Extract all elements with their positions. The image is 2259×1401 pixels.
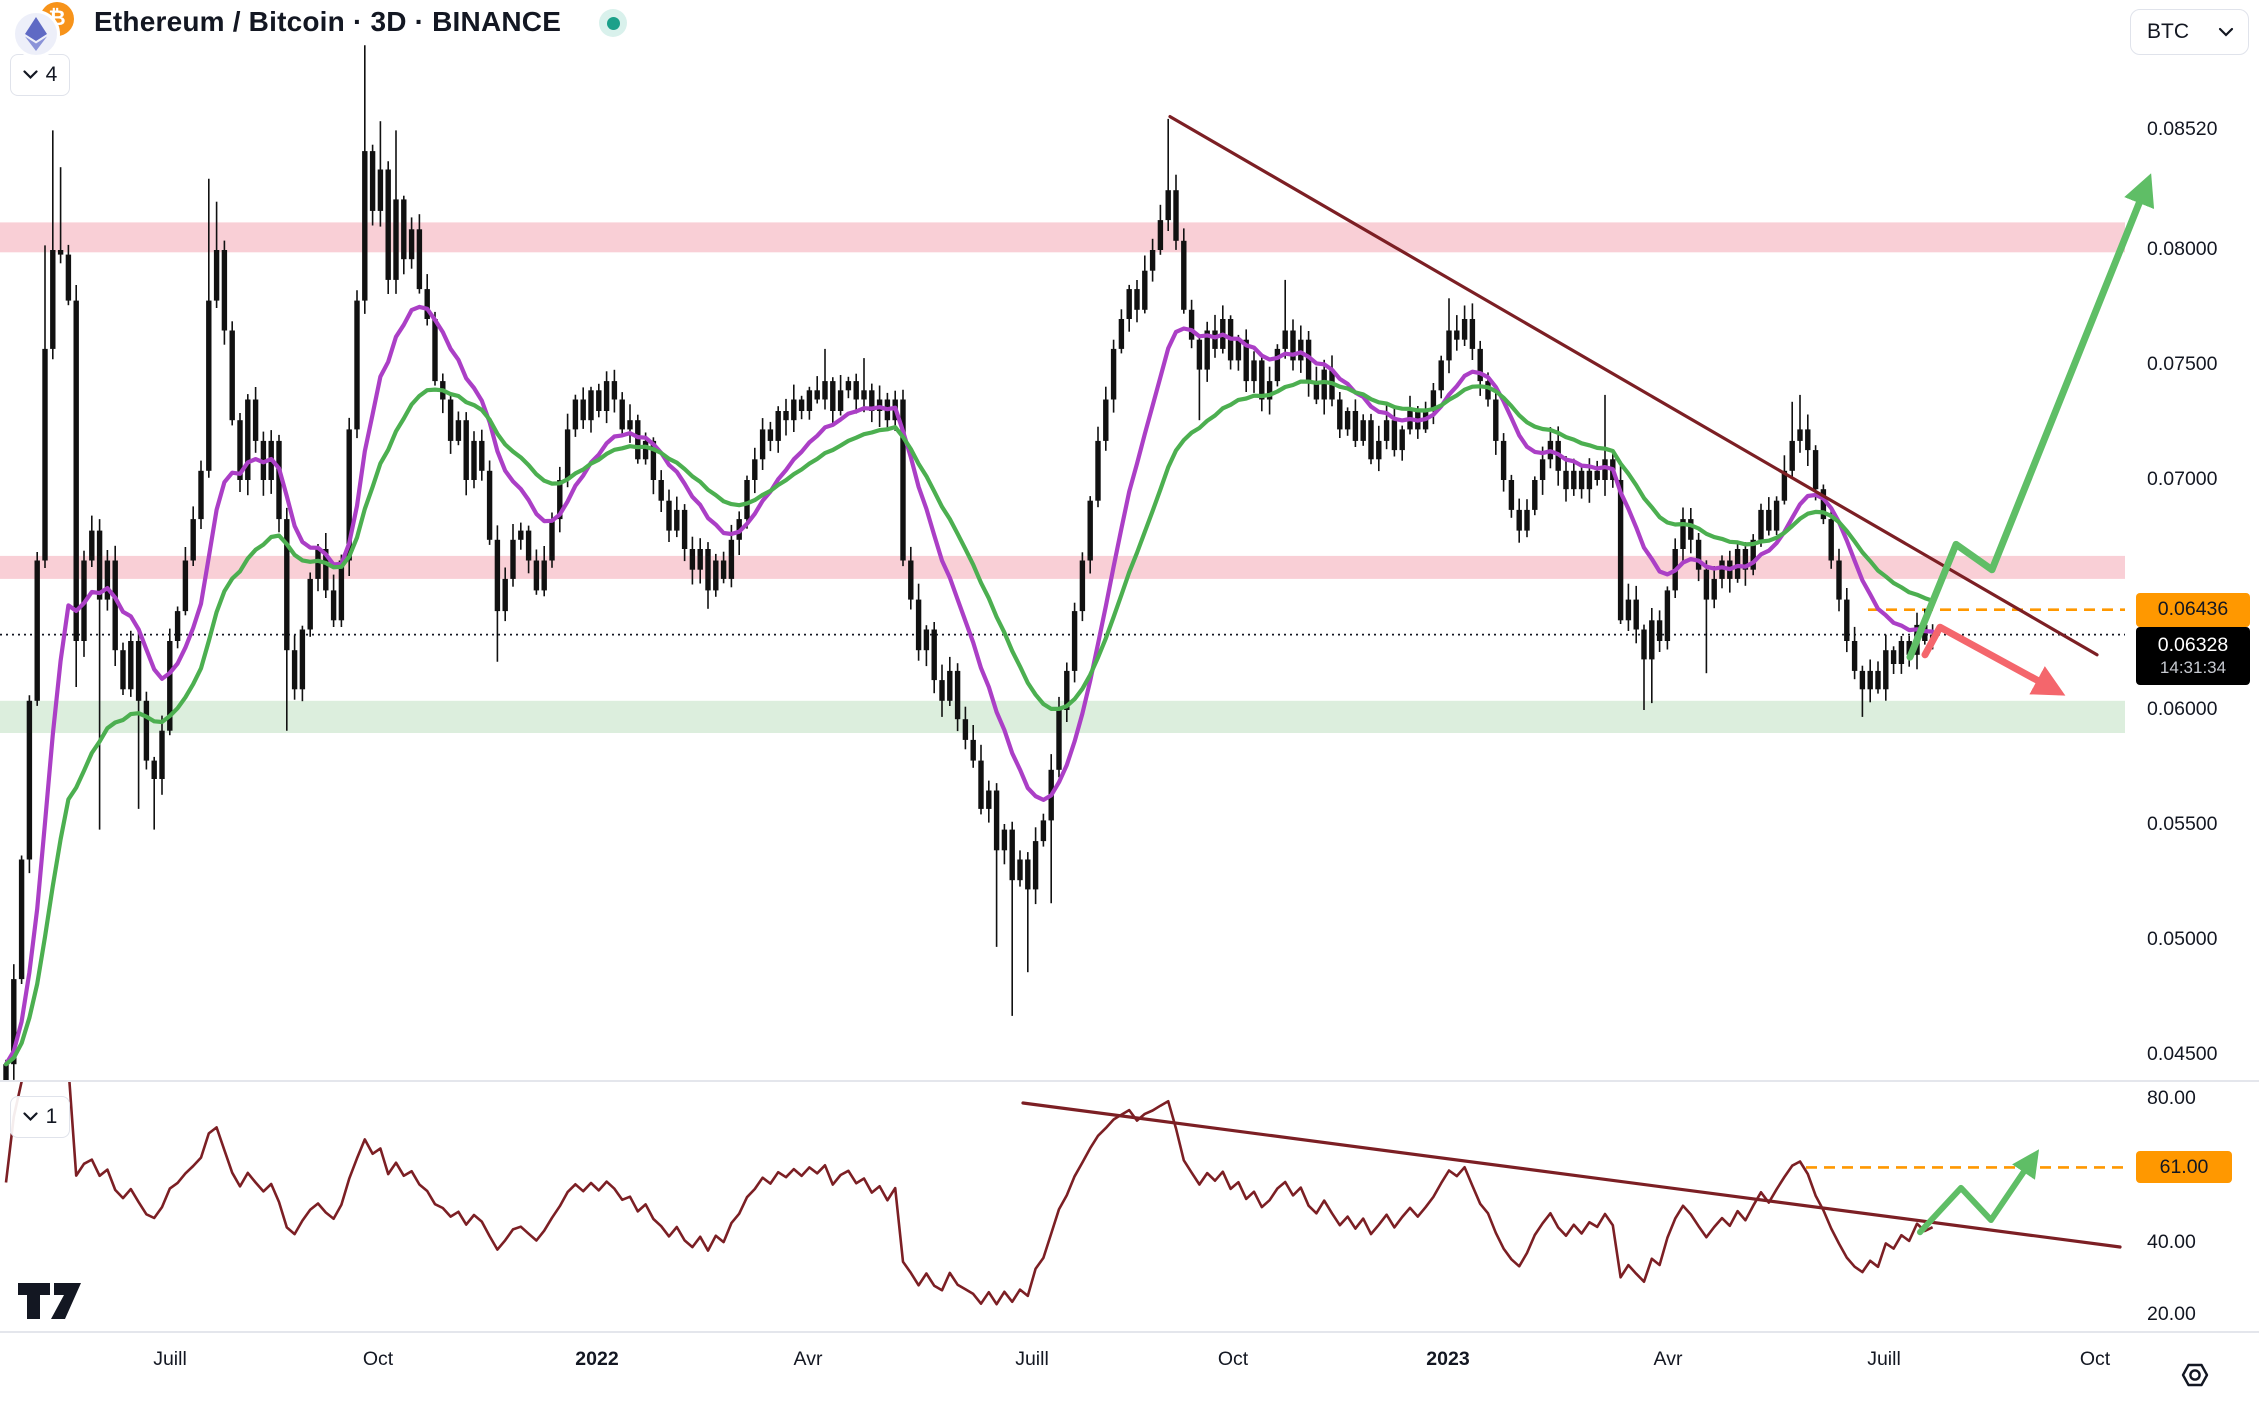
chevron-down-icon — [2218, 27, 2234, 37]
ethereum-icon — [12, 10, 60, 58]
main-pane-collapse-count: 4 — [45, 63, 58, 86]
time-axis-label: Juill — [1015, 1348, 1049, 1370]
rsi-axis-label: 20.00 — [2147, 1303, 2196, 1325]
main-pane-collapse-button[interactable]: 4 — [10, 54, 70, 96]
rsi-pane-collapse-count: 1 — [45, 1105, 58, 1128]
rsi-trendline — [1021, 1101, 2122, 1249]
time-axis-divider — [0, 1331, 2259, 1333]
gear-icon[interactable] — [2180, 1360, 2210, 1390]
ema-fast — [3, 304, 1935, 1067]
time-axis-label: Oct — [362, 1348, 394, 1370]
symbol-title[interactable]: Ethereum / Bitcoin · 3D · BINANCE — [94, 6, 562, 37]
ema-slow — [3, 379, 1935, 1067]
currency-selector[interactable]: BTC — [2130, 9, 2249, 55]
bearish-scenario-arrow[interactable] — [1921, 623, 2066, 696]
time-axis-label: Oct — [2079, 1348, 2111, 1370]
last-price-label: 0.06328 14:31:34 — [2136, 626, 2250, 685]
chevron-down-icon — [23, 70, 38, 80]
pane-divider[interactable] — [0, 1080, 2259, 1082]
market-open-dot[interactable] — [599, 9, 627, 37]
price-axis-label: 0.06000 — [2147, 698, 2218, 720]
symbol-logo: ₿ — [10, 0, 84, 58]
currency-value: BTC — [2147, 20, 2189, 43]
rsi-axis-label: 80.00 — [2147, 1087, 2196, 1109]
time-axis-label: Avr — [793, 1348, 823, 1370]
price-axis-label: 0.08520 — [2147, 118, 2218, 141]
time-axis-label: 2023 — [1426, 1348, 1470, 1370]
candlestick-series — [3, 45, 1936, 1080]
chevron-down-icon — [23, 1112, 38, 1122]
price-axis-label: 0.08000 — [2147, 238, 2218, 260]
time-axis-label: Oct — [1217, 1348, 1249, 1370]
bar-countdown: 14:31:34 — [2159, 658, 2227, 678]
rsi-axis-label: 40.00 — [2147, 1231, 2196, 1253]
last-price-value: 0.06328 — [2157, 633, 2229, 656]
price-axis-label: 0.07000 — [2147, 468, 2218, 490]
price-axis-label: 0.04500 — [2147, 1043, 2218, 1065]
ethereum-glyph — [25, 17, 47, 51]
time-axis-label: Juill — [1867, 1348, 1901, 1370]
time-axis-label: Juill — [153, 1348, 187, 1370]
time-axis-label: 2022 — [575, 1348, 619, 1370]
price-axis-label: 0.07500 — [2147, 353, 2218, 375]
tradingview-logo-icon[interactable] — [18, 1281, 84, 1321]
time-axis-label: Avr — [1653, 1348, 1683, 1370]
price-trendline — [1168, 114, 2099, 657]
price-axis-label: 0.05500 — [2147, 813, 2218, 835]
rsi-line — [4, 1082, 1934, 1306]
price-axis-label: 0.05000 — [2147, 928, 2218, 950]
rsi-pane-collapse-button[interactable]: 1 — [10, 1096, 70, 1138]
support-resistance-zones — [0, 222, 2125, 733]
target-price-label: 0.06436 — [2136, 592, 2250, 627]
bullish-scenario-arrow[interactable] — [1917, 1149, 2040, 1236]
rsi-target-label: 61.00 — [2136, 1151, 2232, 1184]
bullish-scenario-arrow[interactable] — [1906, 173, 2155, 661]
